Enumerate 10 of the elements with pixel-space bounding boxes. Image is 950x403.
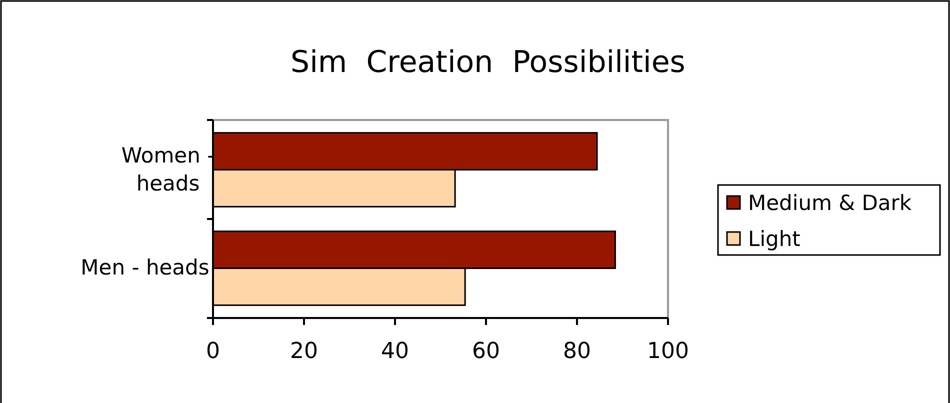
y-tick-label: Men - heads — [80, 254, 210, 280]
x-tick-label: 100 — [647, 339, 689, 364]
x-tick-label: 0 — [206, 339, 220, 364]
x-tick-label: 80 — [563, 339, 591, 364]
legend-label: Medium & Dark — [748, 191, 912, 215]
x-tick-label: 60 — [472, 339, 500, 364]
chart-title: Sim Creation Possibilities — [290, 45, 686, 80]
legend-label: Light — [748, 227, 800, 251]
x-tick-label: 20 — [290, 339, 318, 364]
x-tick-label: 40 — [381, 339, 409, 364]
